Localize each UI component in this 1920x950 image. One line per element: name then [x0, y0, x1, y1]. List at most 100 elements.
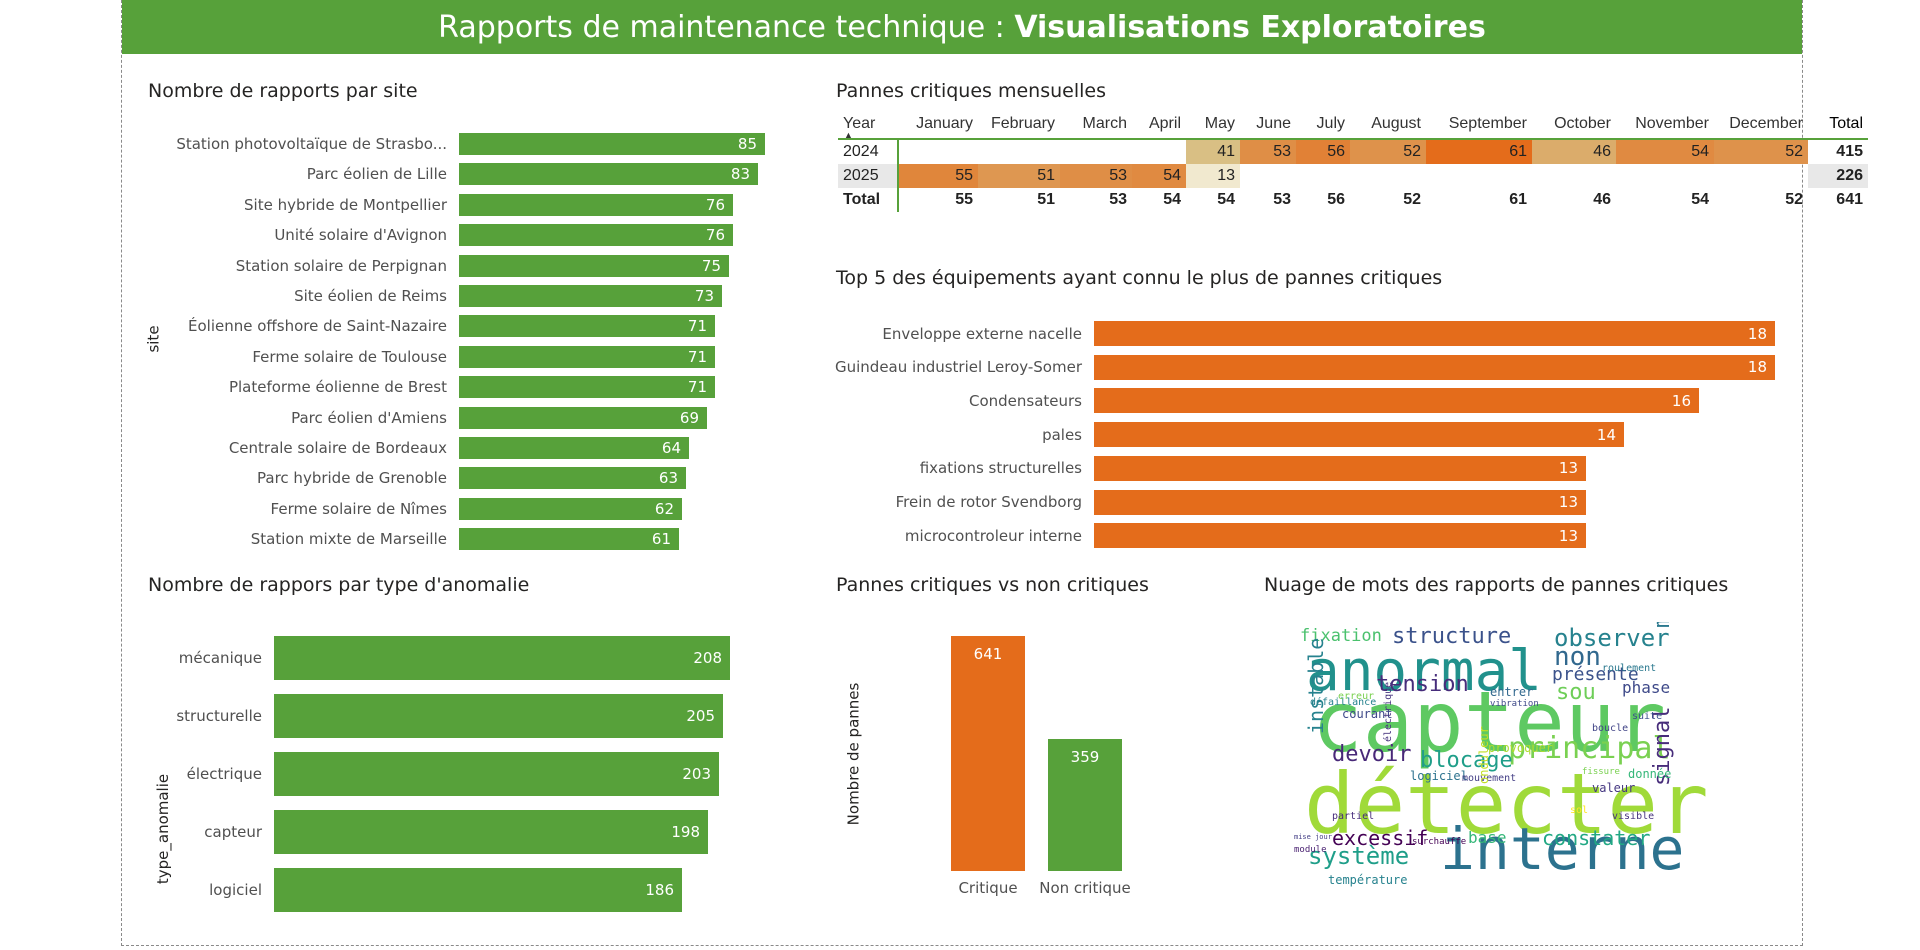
site-label: Plateforme éolienne de Brest [228, 378, 447, 397]
wordcloud-word: valeur [1592, 781, 1636, 795]
matrix-col-header[interactable]: November [1616, 110, 1714, 140]
matrix-header-row: Year ▲ January February March April May June Jul… [838, 110, 1868, 140]
matrix-cell[interactable]: 51 [978, 164, 1060, 188]
equipment-bar[interactable] [1094, 388, 1699, 414]
matrix-cell[interactable] [978, 139, 1060, 164]
matrix-cell[interactable]: 13 [1186, 164, 1240, 188]
site-bar[interactable] [459, 497, 682, 520]
site-label: Parc hybride de Grenoble [257, 469, 447, 488]
wordcloud-word: défaillance [1310, 697, 1377, 708]
site-bar[interactable] [459, 345, 715, 368]
anomaly-chart-title: Nombre de rappors par type d'anomalie [148, 574, 530, 596]
site-label: Station solaire de Perpignan [235, 256, 447, 275]
equipment-label: Condensateurs [968, 391, 1082, 410]
matrix-col-header[interactable]: Total [1808, 110, 1868, 140]
equipment-bar[interactable] [1094, 354, 1775, 380]
anomaly-value: 186 [645, 881, 674, 899]
anomaly-bar[interactable] [274, 810, 708, 854]
wordcloud-word: roulement [1602, 663, 1657, 674]
matrix-cell[interactable] [1060, 139, 1132, 164]
site-value: 85 [737, 135, 757, 153]
matrix-cell[interactable]: 56 [1296, 139, 1350, 164]
site-bar[interactable] [459, 224, 733, 247]
site-bar[interactable] [459, 133, 765, 155]
wordcloud-word: non [1554, 642, 1601, 672]
site-bar[interactable] [459, 528, 679, 551]
wordcloud-word: principal [1508, 731, 1671, 766]
matrix-row[interactable]: 2024 41 53 56 52 61 46 54 52 415 [838, 139, 1868, 164]
matrix-cell[interactable]: 52 [1350, 139, 1426, 164]
matrix-col-header[interactable]: September [1426, 110, 1532, 140]
matrix-cell[interactable]: 52 [1714, 139, 1808, 164]
matrix-col-header[interactable]: February [978, 110, 1060, 140]
matrix-cell[interactable] [1296, 164, 1350, 188]
site-bar[interactable] [459, 285, 722, 307]
site-bar[interactable] [459, 437, 689, 459]
site-bar[interactable] [459, 254, 729, 277]
site-label: Station mixte de Marseille [250, 530, 447, 549]
crit-bar[interactable] [951, 636, 1025, 871]
wordcloud-word: erreur [1338, 691, 1375, 702]
anomaly-bar[interactable] [274, 694, 723, 738]
site-value: 83 [730, 165, 750, 184]
equipment-label: fixations structurelles [919, 459, 1082, 478]
matrix-col-header[interactable]: October [1532, 110, 1616, 140]
matrix-col-header[interactable]: March [1060, 110, 1132, 140]
wordcloud-word: observer [1554, 624, 1670, 652]
matrix-cell[interactable] [1616, 164, 1714, 188]
equipment-label: Enveloppe externe nacelle [882, 324, 1082, 343]
matrix-col-header[interactable]: December [1714, 110, 1808, 140]
matrix-total-cell: 53 [1273, 191, 1291, 208]
matrix-cell[interactable]: 41 [1186, 139, 1240, 164]
sort-ascending-icon[interactable]: ▲ [844, 130, 853, 140]
site-bar[interactable] [459, 193, 733, 216]
anomaly-label: électrique [186, 765, 262, 783]
matrix-cell[interactable]: 61 [1426, 139, 1532, 164]
matrix-cell[interactable]: 53 [1060, 164, 1132, 188]
crit-value: 641 [973, 645, 1003, 663]
matrix-cell[interactable]: 46 [1532, 139, 1616, 164]
matrix-col-header[interactable]: August [1350, 110, 1426, 140]
matrix-cell[interactable]: 55 [898, 164, 978, 188]
site-bar[interactable] [459, 376, 715, 399]
equipment-bar[interactable] [1094, 422, 1624, 448]
matrix-cell[interactable] [1240, 164, 1296, 188]
matrix-col-header[interactable]: June [1240, 110, 1296, 140]
matrix-col-header[interactable]: May [1186, 110, 1240, 140]
wordcloud-word: température [1328, 873, 1408, 887]
site-value: 71 [687, 378, 707, 397]
matrix-cell[interactable] [1350, 164, 1426, 188]
matrix-row-total: 226 [1808, 164, 1868, 188]
site-bar[interactable] [459, 163, 758, 186]
matrix-row[interactable]: 2025 55 51 53 54 13 226 [838, 164, 1868, 188]
matrix-cell[interactable] [1714, 164, 1808, 188]
anomaly-bar[interactable] [274, 752, 719, 796]
matrix-cell[interactable] [1532, 164, 1616, 188]
matrix-cell[interactable] [898, 139, 978, 164]
matrix-cell[interactable] [1426, 164, 1532, 188]
equipment-bar[interactable] [1094, 489, 1586, 515]
wordcloud-word: onduleur [1477, 726, 1491, 784]
monthly-critical-matrix[interactable]: Year ▲ January February March April May June Jul… [838, 110, 1868, 212]
matrix-cell[interactable]: 54 [1616, 139, 1714, 164]
crit-bar[interactable] [1048, 739, 1122, 871]
matrix-col-header[interactable]: Year ▲ [838, 110, 898, 140]
equipment-bar[interactable] [1094, 455, 1586, 481]
matrix-cell[interactable]: 54 [1132, 164, 1186, 188]
matrix-col-header[interactable]: April [1132, 110, 1186, 140]
anomaly-bar[interactable] [274, 636, 730, 680]
equipment-value: 13 [1558, 459, 1578, 478]
top5-chart-title: Top 5 des équipements ayant connu le plu… [836, 267, 1443, 289]
matrix-cell[interactable]: 53 [1240, 139, 1296, 164]
crit-category-label: Critique [958, 879, 1018, 897]
equipment-bar[interactable] [1094, 321, 1775, 346]
matrix-col-header[interactable]: July [1296, 110, 1350, 140]
equipment-bar[interactable] [1094, 523, 1586, 549]
site-bar[interactable] [459, 406, 707, 429]
matrix-col-header[interactable]: January [898, 110, 978, 140]
site-bar[interactable] [459, 315, 715, 338]
anomaly-value: 208 [693, 649, 722, 667]
anomaly-bar[interactable] [274, 868, 682, 912]
matrix-cell[interactable] [1132, 139, 1186, 164]
site-bar[interactable] [459, 467, 686, 490]
